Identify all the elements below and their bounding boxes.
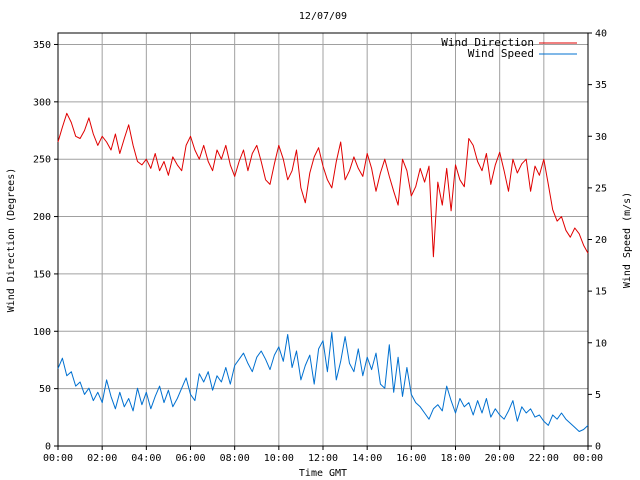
- series-layer: [57, 112, 589, 432]
- y-right-tick-label: 40: [595, 29, 607, 40]
- y-right-axis-title: Wind Speed (m/s): [622, 192, 633, 288]
- y-left-tick-label: 200: [33, 212, 51, 223]
- x-tick-label: 20:00: [485, 453, 515, 464]
- series-line-wind-direction: [57, 112, 589, 258]
- y-right-tick-label: 0: [595, 442, 601, 453]
- x-tick-label: 00:00: [573, 453, 603, 464]
- legend: Wind Direction Wind Speed: [441, 36, 577, 60]
- y-right-tick-label: 35: [595, 80, 607, 91]
- y-left-tick-labels: 0 50 100 150 200 250 300 350: [33, 40, 51, 453]
- x-tick-label: 08:00: [220, 453, 250, 464]
- y-left-tick-label: 150: [33, 269, 51, 280]
- axis-ticks: [54, 32, 592, 450]
- x-tick-label: 22:00: [529, 453, 559, 464]
- legend-label-wind-direction: Wind Direction: [441, 36, 534, 49]
- x-tick-label: 10:00: [264, 453, 294, 464]
- y-left-tick-label: 50: [39, 384, 51, 395]
- legend-label-wind-speed: Wind Speed: [468, 47, 534, 60]
- x-tick-label: 04:00: [131, 453, 161, 464]
- x-tick-label: 16:00: [396, 453, 426, 464]
- x-tick-label: 00:00: [43, 453, 73, 464]
- x-tick-labels: 00:00 02:00 04:00 06:00 08:00 10:00 12:00 14:00…: [43, 453, 603, 464]
- y-right-tick-label: 20: [595, 235, 607, 246]
- x-tick-label: 18:00: [440, 453, 470, 464]
- x-tick-label: 14:00: [352, 453, 382, 464]
- y-right-tick-labels: 0 5 10 15 20 25 30 35 40: [595, 29, 607, 453]
- x-tick-label: 06:00: [175, 453, 205, 464]
- series-line-wind-speed: [57, 331, 589, 432]
- chart-title: 12/07/09: [299, 11, 347, 22]
- y-left-tick-label: 250: [33, 155, 51, 166]
- y-right-tick-label: 10: [595, 338, 607, 349]
- y-left-tick-label: 0: [45, 442, 51, 453]
- y-left-tick-label: 100: [33, 327, 51, 338]
- y-right-tick-label: 25: [595, 183, 607, 194]
- y-right-tick-label: 15: [595, 287, 607, 298]
- y-left-tick-label: 300: [33, 97, 51, 108]
- x-axis-title: Time GMT: [299, 468, 347, 479]
- y-left-tick-label: 350: [33, 40, 51, 51]
- x-tick-label: 12:00: [308, 453, 338, 464]
- y-right-tick-label: 5: [595, 390, 601, 401]
- x-tick-label: 02:00: [87, 453, 117, 464]
- y-right-tick-label: 30: [595, 132, 607, 143]
- y-left-axis-title: Wind Direction (Degrees): [6, 168, 17, 313]
